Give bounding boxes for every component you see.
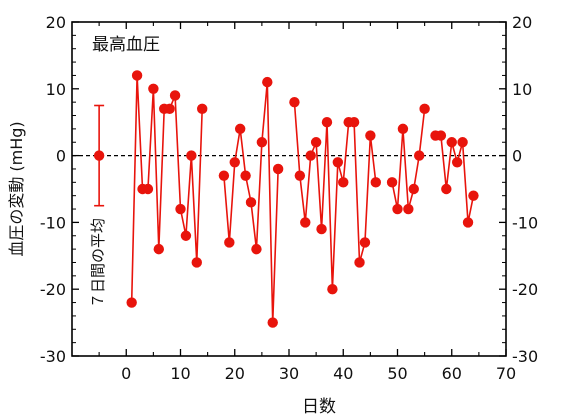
data-point [256, 137, 268, 148]
data-point [419, 103, 430, 115]
data-point [403, 203, 414, 215]
data-point [408, 183, 419, 195]
data-point [186, 150, 197, 161]
y-tick-label-right: 10 [512, 80, 532, 99]
x-tick-label: 70 [496, 364, 516, 383]
data-point [327, 284, 338, 295]
y-axis-title: 血圧の変動 (mHg) [7, 121, 26, 256]
y-tick-label-right: 20 [512, 13, 532, 32]
x-tick-label: 30 [279, 364, 299, 383]
data-point [262, 76, 273, 88]
data-point [446, 137, 457, 148]
data-point [392, 203, 403, 215]
series-line [293, 102, 377, 290]
mean-label: ７日間の平均 [89, 218, 107, 308]
data-point [462, 217, 474, 228]
data-point [229, 157, 240, 168]
data-point [245, 197, 257, 208]
data-point [164, 103, 175, 115]
data-point [354, 257, 365, 268]
data-point [435, 130, 447, 141]
data-point [310, 137, 322, 148]
y-tick-label-left: 0 [56, 147, 66, 166]
data-point [359, 237, 371, 248]
x-tick-label: 60 [442, 364, 462, 383]
data-point [451, 157, 463, 168]
data-point [348, 117, 360, 128]
x-tick-label: 0 [121, 364, 131, 383]
data-point [370, 177, 381, 188]
series-line [435, 134, 475, 223]
y-tick-label-left: -20 [40, 280, 66, 299]
data-point [142, 183, 154, 195]
data-point [272, 163, 284, 175]
data-point [332, 157, 344, 168]
y-tick-label-right: -20 [512, 280, 538, 299]
data-point [294, 170, 306, 181]
data-point [300, 217, 311, 228]
data-point [316, 223, 327, 235]
x-tick-label: 40 [333, 364, 353, 383]
mean-point [93, 150, 105, 161]
data-point [148, 83, 159, 95]
data-point [386, 177, 398, 188]
data-point [365, 130, 376, 141]
data-point [414, 150, 425, 161]
data-point [191, 257, 202, 268]
x-tick-label: 50 [387, 364, 407, 383]
x-tick-label: 10 [170, 364, 190, 383]
y-tick-label-right: -30 [512, 347, 538, 366]
data-point [457, 137, 468, 148]
data-point [169, 90, 181, 101]
data-point [175, 203, 186, 215]
data-point [321, 117, 333, 128]
x-tick-label: 20 [225, 364, 245, 383]
data-point [126, 297, 137, 308]
data-point [305, 150, 316, 161]
data-point [240, 170, 251, 181]
data-point [234, 123, 246, 135]
panel-label: 最高血圧 [92, 35, 160, 55]
data-point [468, 190, 479, 201]
data-point [197, 103, 208, 115]
y-tick-label-left: -10 [40, 213, 66, 232]
data-point [397, 123, 409, 135]
data-point [131, 70, 143, 81]
data-point [267, 317, 278, 328]
y-tick-label-left: -30 [40, 347, 66, 366]
y-tick-label-left: 20 [46, 13, 66, 32]
x-axis-title: 日数 [302, 397, 336, 417]
data-point [441, 183, 452, 195]
data-point [180, 230, 192, 241]
data-point [289, 96, 300, 108]
data-point [338, 177, 349, 188]
data-point [251, 243, 262, 255]
data-point [153, 243, 164, 255]
data-point [224, 237, 235, 248]
y-tick-label-left: 10 [46, 80, 66, 99]
data-point [218, 170, 230, 181]
y-tick-label-right: 0 [512, 147, 522, 166]
y-tick-label-right: -10 [512, 213, 538, 232]
